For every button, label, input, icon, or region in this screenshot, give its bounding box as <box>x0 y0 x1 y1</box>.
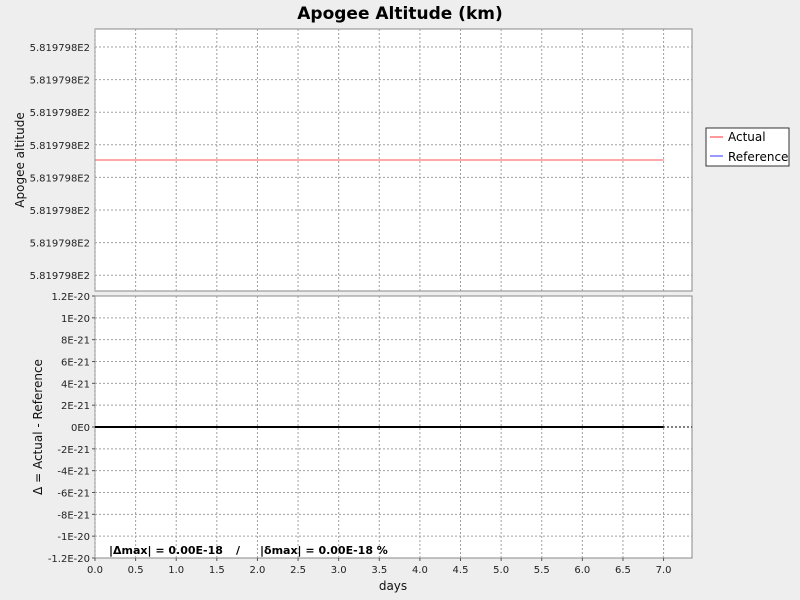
x-axis-label: days <box>379 579 407 593</box>
bottom-y-tick-label: 1.2E-20 <box>51 292 90 303</box>
annotation-separator: / <box>236 544 241 557</box>
top-y-tick-label: 5.819798E2 <box>30 239 90 250</box>
bottom-y-tick-label: 4E-21 <box>61 379 90 390</box>
top-y-tick-label: 5.819798E2 <box>30 76 90 87</box>
bottom-panel: 1.2E-20 1E-20 8E-21 6E-21 4E-21 2E-21 0E0 -2E-2… <box>31 292 693 565</box>
bottom-y-tick-label: 6E-21 <box>61 358 90 369</box>
bottom-y-tick-label: -8E-21 <box>57 510 90 521</box>
bottom-y-tick-label: -1.2E-20 <box>48 554 90 565</box>
bottom-y-tick-label: -6E-21 <box>57 489 90 500</box>
bottom-y-tick-label: 8E-21 <box>61 336 90 347</box>
x-tick-label: 1.0 <box>168 565 184 576</box>
top-y-tick-label: 5.819798E2 <box>30 43 90 54</box>
top-y-tick-label: 5.819798E2 <box>30 141 90 152</box>
bottom-gridlines <box>94 296 692 558</box>
x-tick-label: 5.5 <box>534 565 550 576</box>
x-tick-label: 6.5 <box>615 565 631 576</box>
x-tick-label: 1.5 <box>209 565 225 576</box>
bottom-y-tick-labels: 1.2E-20 1E-20 8E-21 6E-21 4E-21 2E-21 0E0 -2E-2… <box>48 292 95 565</box>
top-y-tick-label: 5.819798E2 <box>30 108 90 119</box>
legend-label-actual: Actual <box>728 130 766 144</box>
x-tick-label: 0.5 <box>128 565 144 576</box>
x-tick-label: 6.0 <box>574 565 590 576</box>
x-tick-labels: 0.0 0.5 1.0 1.5 2.0 2.5 3.0 3.5 4.0 4.5 5.0 5.5 6.0 6… <box>87 558 672 576</box>
x-tick-label: 5.0 <box>493 565 509 576</box>
bottom-y-axis-label: Δ = Actual - Reference <box>31 359 45 495</box>
x-tick-label: 2.5 <box>290 565 306 576</box>
bottom-y-tick-label: -2E-21 <box>57 445 90 456</box>
bottom-y-tick-label: -4E-21 <box>57 467 90 478</box>
top-gridlines <box>94 29 692 291</box>
rel-delta-max-annotation: |δmax| = 0.00E-18 % <box>260 544 388 557</box>
top-panel: 5.819798E2 5.819798E2 5.819798E2 5.819798E2… <box>13 28 693 292</box>
x-tick-label: 4.0 <box>412 565 428 576</box>
delta-max-annotation: |Δmax| = 0.00E-18 <box>109 544 223 557</box>
top-y-tick-labels: 5.819798E2 5.819798E2 5.819798E2 5.819798E2… <box>30 43 90 282</box>
x-tick-label: 4.5 <box>453 565 469 576</box>
bottom-y-tick-label: 0E0 <box>71 423 90 434</box>
bottom-y-tick-label: 1E-20 <box>61 314 90 325</box>
bottom-y-tick-label: -1E-20 <box>57 532 90 543</box>
x-tick-label: 3.5 <box>371 565 387 576</box>
top-y-axis-label: Apogee altitude <box>13 112 27 207</box>
top-y-tick-label: 5.819798E2 <box>30 206 90 217</box>
x-tick-label: 7.0 <box>656 565 672 576</box>
x-tick-label: 3.0 <box>331 565 347 576</box>
chart-title: Apogee Altitude (km) <box>297 4 503 24</box>
bottom-y-tick-label: 2E-21 <box>61 401 90 412</box>
top-y-tick-label: 5.819798E2 <box>30 271 90 282</box>
x-tick-label: 0.0 <box>87 565 103 576</box>
legend: Actual Reference <box>705 127 790 167</box>
top-y-tick-label: 5.819798E2 <box>30 173 90 184</box>
x-tick-label: 2.0 <box>249 565 265 576</box>
legend-label-reference: Reference <box>728 150 788 164</box>
legend-box <box>705 127 790 167</box>
